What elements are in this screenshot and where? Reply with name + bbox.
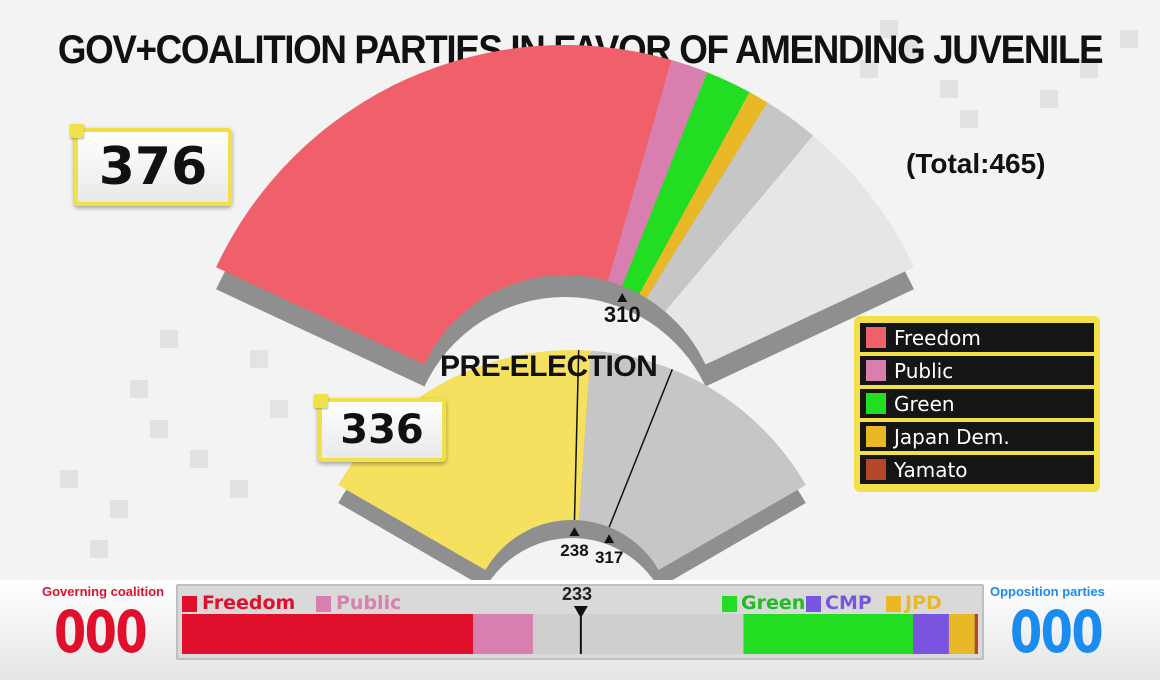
arc-segment-remainder: [578, 350, 806, 570]
opposition-parties-label: Opposition parties: [990, 584, 1105, 599]
marker-label-310: 310: [604, 302, 641, 327]
marker-line-238: [573, 350, 580, 521]
seat-arcs-chart: 310 238 317: [216, 45, 914, 580]
current-seat-count: 376: [98, 137, 208, 197]
legend-label: Green: [894, 391, 955, 416]
arc-segment-remainder: [664, 135, 914, 365]
legend-item-freedom: Freedom: [860, 323, 1094, 352]
opposition-parties-count: 000: [1010, 598, 1104, 666]
legend-item-green: Green: [860, 389, 1094, 418]
legend-item-yamato: Yamato: [860, 455, 1094, 484]
legend-swatch-freedom: [866, 327, 886, 348]
arc-segment-green: [622, 72, 750, 294]
legend-label: Japan Dem.: [894, 424, 1010, 449]
strip-legend-swatch-freedom: [182, 596, 197, 612]
strip-legend-jpd: JPD: [905, 592, 942, 614]
arc-segment-freedom: [216, 45, 672, 365]
current-seat-count-box: 376: [70, 124, 232, 206]
strip-legend-public: Public: [336, 592, 402, 614]
strip-legend-swatch-public: [316, 596, 331, 612]
box-corner-marker: [70, 124, 84, 138]
legend-label: Yamato: [894, 457, 968, 482]
marker-line-317: [608, 369, 673, 528]
strip-legend-swatch-cmp: [806, 596, 821, 612]
party-legend: Freedom Public Green Japan Dem. Yamato: [854, 316, 1100, 492]
strip-legend-swatch-green: [722, 596, 737, 612]
marker-triangle-310: [617, 292, 628, 302]
legend-label: Public: [894, 358, 954, 383]
majority-threshold-label: 233: [562, 584, 593, 604]
legend-label: Freedom: [894, 325, 981, 350]
legend-swatch-yamato: [866, 459, 886, 480]
legend-item-japan-dem: Japan Dem.: [860, 422, 1094, 451]
governing-coalition-count: 000: [54, 598, 148, 666]
arc-segment-public: [607, 60, 708, 286]
marker-label-317: 317: [595, 548, 623, 567]
arc-segment-in-favor: [338, 350, 591, 570]
arc-segment-japan-dem-: [639, 92, 768, 299]
arc-segment-others: [646, 102, 814, 312]
box-corner-marker: [314, 394, 328, 408]
marker-label-238: 238: [560, 541, 588, 560]
total-seats-label: (Total:465): [906, 148, 1046, 179]
governing-coalition-label: Governing coalition: [42, 584, 165, 599]
legend-swatch-public: [866, 360, 886, 381]
strip-legend-freedom: Freedom: [202, 592, 296, 614]
legend-swatch-japan-dem: [866, 426, 886, 447]
strip-legend-cmp: CMP: [825, 592, 872, 614]
marker-triangle-238: [569, 527, 580, 537]
pre-election-seat-count-box: 336: [314, 394, 446, 462]
strip-legend-green: Green: [741, 592, 806, 614]
legend-swatch-green: [866, 393, 886, 414]
legend-item-public: Public: [860, 356, 1094, 385]
pre-election-seat-count: 336: [340, 407, 424, 453]
strip-legend-swatch-jpd: [886, 596, 901, 612]
marker-triangle-317: [604, 534, 615, 544]
pre-election-label: PRE-ELECTION: [440, 350, 658, 383]
